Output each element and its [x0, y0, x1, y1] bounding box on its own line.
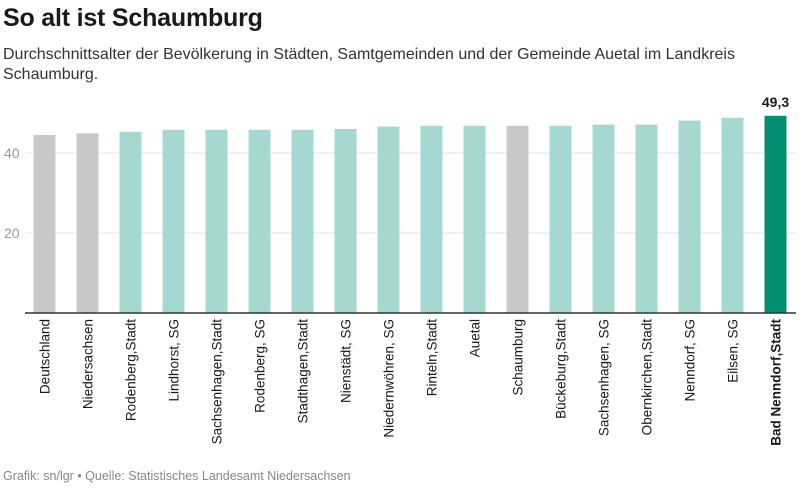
x-tick-label: Niedernwöhren, SG: [382, 319, 397, 438]
category-labels: Deutschland Niedersachsen Rodenberg,Stadt L…: [38, 318, 784, 445]
bar-9: [420, 125, 443, 313]
x-tick-label: Bad Nenndorf,Stadt: [769, 318, 784, 445]
bar-3: [162, 129, 185, 313]
y-tick-label: 40: [4, 145, 20, 161]
bar-15: [678, 120, 701, 313]
bar-11: [506, 125, 529, 313]
x-tick-label: Schaumburg: [511, 319, 526, 396]
chart-subtitle: Durchschnittsalter der Bevölkerung in St…: [3, 46, 735, 83]
x-tick-label: Rodenberg,Stadt: [124, 319, 139, 421]
x-tick-label: Nienstädt, SG: [339, 319, 354, 403]
chart-title: So alt ist Schaumburg: [3, 4, 263, 32]
x-tick-label: Deutschland: [38, 319, 53, 394]
x-tick-label: Eilsen, SG: [726, 319, 741, 383]
x-tick-label: Auetal: [468, 319, 483, 357]
bar-12: [549, 125, 572, 313]
bar-5: [248, 129, 271, 313]
x-tick-label: Sachsenhagen, SG: [597, 319, 612, 436]
bar-7: [334, 129, 357, 313]
x-tick-label: Obernkirchen,Stadt: [640, 319, 655, 436]
data-label: 49,3: [762, 94, 789, 110]
x-tick-label: Rodenberg, SG: [253, 319, 268, 413]
x-tick-label: Sachsenhagen,Stadt: [210, 319, 225, 445]
bar-6: [291, 129, 314, 313]
bar-8: [377, 126, 400, 313]
bar-1: [76, 133, 99, 313]
bar-2: [119, 131, 142, 313]
x-tick-label: Bückeburg,Stadt: [554, 319, 569, 419]
x-tick-label: Niedersachsen: [81, 319, 96, 409]
bar-17: [764, 115, 787, 313]
bars: 49,3: [33, 94, 789, 313]
x-tick-label: Rinteln,Stadt: [425, 319, 440, 397]
x-tick-label: Nenndorf, SG: [683, 319, 698, 402]
x-tick-label: Lindhorst, SG: [167, 319, 182, 402]
bar-13: [592, 124, 615, 313]
bar-10: [463, 125, 486, 313]
y-tick-label: 20: [4, 225, 20, 241]
bar-16: [721, 117, 744, 313]
x-tick-label: Stadthagen,Stadt: [296, 319, 311, 424]
bar-0: [33, 135, 56, 313]
source-note: Grafik: sn/lgr • Quelle: Statistisches L…: [3, 469, 351, 483]
bar-14: [635, 124, 658, 313]
bar-4: [205, 129, 228, 313]
